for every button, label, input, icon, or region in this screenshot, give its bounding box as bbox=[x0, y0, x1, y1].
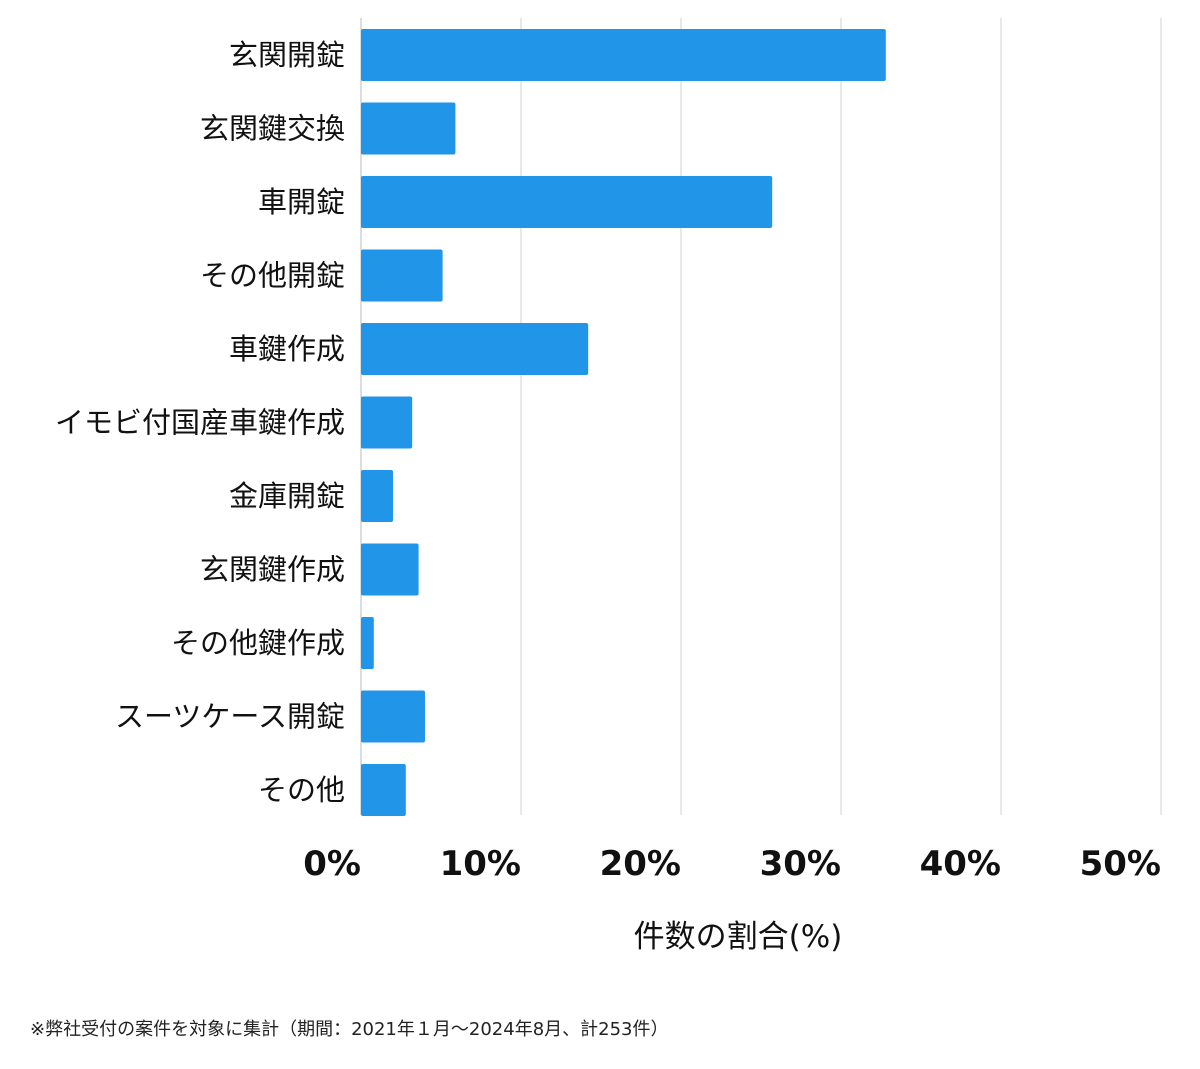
category-label: 金庫開錠 bbox=[229, 479, 345, 513]
bar bbox=[361, 29, 886, 81]
category-label: 車開錠 bbox=[258, 185, 345, 219]
bar bbox=[361, 543, 419, 596]
bar bbox=[361, 102, 456, 155]
category-label: 車鍵作成 bbox=[229, 332, 345, 366]
category-label: イモビ付国産車鍵作成 bbox=[55, 406, 345, 440]
bar bbox=[361, 470, 393, 522]
x-tick-label: 0% bbox=[303, 844, 361, 884]
category-label: その他鍵作成 bbox=[171, 626, 345, 660]
bar bbox=[361, 396, 413, 449]
bar bbox=[361, 764, 406, 816]
x-axis-label: 件数の割合(%) bbox=[634, 919, 843, 955]
category-label: スーツケース開錠 bbox=[115, 700, 345, 734]
footnote: ※弊社受付の案件を対象に集計（期間：2021年１月〜2024年8月、計253件） bbox=[30, 1019, 669, 1040]
category-label: 玄関鍵作成 bbox=[200, 553, 345, 587]
bar bbox=[361, 323, 589, 375]
x-tick-label: 20% bbox=[600, 844, 681, 884]
category-label: その他 bbox=[258, 773, 345, 807]
x-tick-label: 40% bbox=[920, 844, 1001, 884]
x-tick-label: 50% bbox=[1080, 844, 1161, 884]
category-label: 玄関鍵交換 bbox=[200, 112, 345, 146]
bar bbox=[361, 176, 773, 228]
bar bbox=[361, 690, 425, 743]
category-label: 玄関開錠 bbox=[229, 38, 345, 72]
bar bbox=[361, 617, 374, 669]
bar-chart: 玄関開錠玄関鍵交換車開錠その他開錠車鍵作成イモビ付国産車鍵作成金庫開錠玄関鍵作成… bbox=[55, 18, 1162, 955]
bar bbox=[361, 249, 443, 302]
x-tick-label: 30% bbox=[760, 844, 841, 884]
x-tick-label: 10% bbox=[440, 844, 521, 884]
category-label: その他開錠 bbox=[200, 259, 345, 293]
